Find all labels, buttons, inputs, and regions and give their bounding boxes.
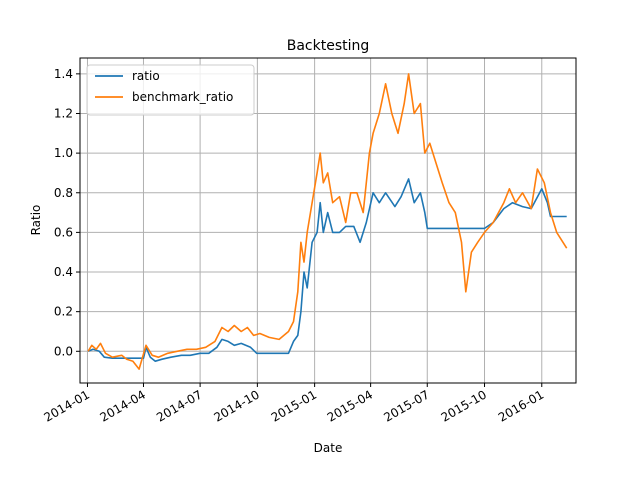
y-tick-label: 1.0 bbox=[54, 146, 73, 160]
y-tick-label: 0.0 bbox=[54, 344, 73, 358]
y-tick-label: 0.8 bbox=[54, 186, 73, 200]
y-axis-label: Ratio bbox=[29, 205, 43, 236]
y-tick-label: 0.4 bbox=[54, 265, 73, 279]
y-tick-label: 1.2 bbox=[54, 106, 73, 120]
y-axis: 0.0 0.2 0.4 0.6 0.8 1.0 1.2 1.4 bbox=[54, 67, 80, 358]
y-tick-label: 0.2 bbox=[54, 305, 73, 319]
legend: ratio benchmark_ratio bbox=[86, 64, 255, 116]
legend-label: ratio bbox=[132, 69, 160, 83]
plot-area-frame bbox=[79, 57, 577, 384]
y-tick-label: 0.6 bbox=[54, 225, 73, 239]
y-tick-label: 1.4 bbox=[54, 67, 73, 81]
legend-box bbox=[86, 64, 255, 116]
series-lines bbox=[87, 73, 568, 370]
x-axis-label: Date bbox=[314, 441, 343, 455]
legend-label: benchmark_ratio bbox=[132, 90, 233, 104]
series-line-ratio bbox=[87, 178, 567, 362]
chart-title: Backtesting bbox=[287, 38, 370, 54]
series-line-benchmark-ratio bbox=[87, 73, 568, 370]
